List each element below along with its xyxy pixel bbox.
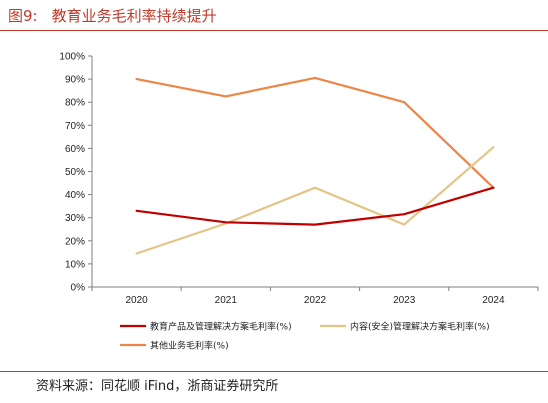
figure-title: 图9: 教育业务毛利率持续提升: [8, 4, 217, 28]
chart-series: [135, 76, 495, 255]
y-tick-label: 50%: [65, 167, 85, 178]
y-tick-label: 40%: [65, 190, 85, 201]
legend-label: 其他业务毛利率(%): [150, 340, 229, 352]
x-tick-label: 2022: [304, 295, 327, 306]
y-tick-label: 70%: [65, 121, 85, 132]
legend-label: 内容(安全)管理解决方案毛利率(%): [350, 321, 490, 333]
y-tick-label: 0%: [71, 283, 86, 294]
source-note: 资料来源：同花顺 iFind，浙商证券研究所: [36, 379, 279, 394]
top-rule: [0, 30, 548, 31]
y-tick-label: 90%: [65, 75, 85, 86]
y-tick-label: 80%: [65, 98, 85, 109]
chart-axes: 0% 10% 20% 30% 40% 50% 60% 70% 80% 90% 100% 2020 202…: [59, 52, 539, 306]
y-tick-label: 20%: [65, 236, 85, 247]
x-tick-label: 2020: [125, 295, 148, 306]
line-chart: 0% 10% 20% 30% 40% 50% 60% 70% 80% 90% 100% 2020 202…: [59, 52, 539, 352]
y-tick-label: 10%: [65, 259, 85, 270]
bottom-rule: [0, 371, 548, 372]
x-tick-label: 2023: [393, 295, 416, 306]
figure-number: 图9:: [8, 7, 38, 25]
series-line: [135, 146, 495, 255]
x-tick-label: 2021: [215, 295, 238, 306]
legend-label: 教育产品及管理解决方案毛利率(%): [150, 321, 292, 333]
series-line: [135, 186, 495, 226]
x-tick-label: 2024: [482, 295, 505, 306]
chart-legend: 教育产品及管理解决方案毛利率(%) 内容(安全)管理解决方案毛利率(%) 其他业务毛…: [120, 321, 490, 352]
y-tick-label: 60%: [65, 144, 85, 155]
series-line: [135, 76, 495, 189]
figure-title-text: 教育业务毛利率持续提升: [51, 7, 217, 25]
y-tick-label: 30%: [65, 213, 85, 224]
y-tick-label: 100%: [59, 52, 85, 63]
